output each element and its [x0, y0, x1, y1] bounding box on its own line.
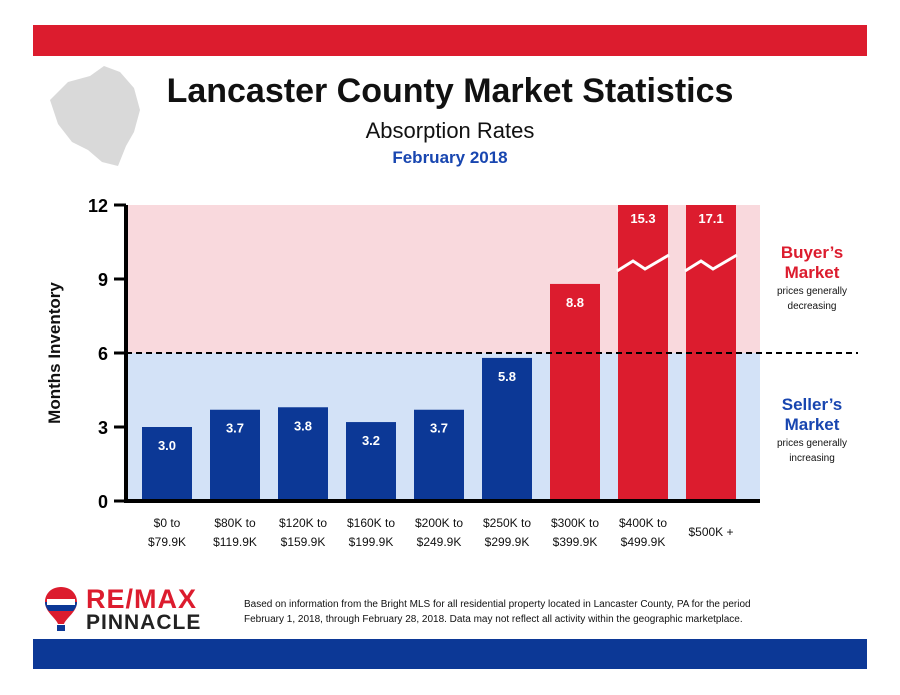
- bar-value-label: 3.7: [226, 421, 244, 436]
- y-tick-label: 3: [98, 418, 108, 438]
- x-tick-label: $499.9K: [621, 535, 666, 549]
- sellers-market-zone-label: Seller’s Market prices generally increas…: [762, 395, 862, 465]
- bar-value-label: 3.7: [430, 421, 448, 436]
- bar-value-label: 8.8: [566, 295, 584, 310]
- y-tick-label: 12: [88, 196, 108, 216]
- footnote-line-1: Based on information from the Bright MLS…: [244, 599, 751, 610]
- x-tick-label: $200K to: [415, 516, 463, 530]
- x-tick-label: $400K to: [619, 516, 667, 530]
- y-tick-label: 0: [98, 492, 108, 512]
- x-tick-label: $199.9K: [349, 535, 394, 549]
- data-source-footnote: Based on information from the Bright MLS…: [244, 597, 854, 627]
- x-tick-label: $500K +: [688, 525, 733, 539]
- y-tick-label: 9: [98, 270, 108, 290]
- x-tick-label: $159.9K: [281, 535, 326, 549]
- bar-value-label: 17.1: [698, 211, 723, 226]
- x-tick-label: $250K to: [483, 516, 531, 530]
- y-tick-label: 6: [98, 344, 108, 364]
- logo-re-text: RE/: [86, 584, 135, 614]
- bar: [482, 357, 532, 501]
- absorption-rate-chart: 0 3 6 9 12 3.0 $0 to $79.9K 3.7 $80K to $119.9K 3.8…: [88, 196, 858, 549]
- logo-max-text: MAX: [134, 584, 198, 614]
- logo-pinnacle-text: PINNACLE: [86, 611, 202, 634]
- top-accent-bar: [33, 25, 867, 56]
- bar: [346, 422, 396, 501]
- x-tick-label: $160K to: [347, 516, 395, 530]
- footnote-line-2: February 1, 2018, through February 28, 2…: [244, 614, 743, 625]
- bar-value-label: 3.0: [158, 438, 176, 453]
- x-tick-label: $249.9K: [417, 535, 462, 549]
- bottom-accent-bar: [33, 639, 867, 669]
- x-tick-label: $79.9K: [148, 535, 186, 549]
- sellers-market-note-line2: increasing: [789, 453, 835, 464]
- bar-value-label: 3.2: [362, 433, 380, 448]
- buyers-market-zone-label: Buyer’s Market prices generally decreasi…: [762, 243, 862, 313]
- bar: [210, 409, 260, 501]
- x-tick-label: $119.9K: [213, 535, 257, 549]
- buyers-market-note-line2: decreasing: [787, 301, 837, 312]
- hot-air-balloon-icon: [45, 587, 77, 631]
- x-tick-label: $120K to: [279, 516, 327, 530]
- page-subtitle: Absorption Rates: [365, 118, 535, 143]
- buyers-market-note-line1: prices generally: [776, 286, 848, 297]
- page-title: Lancaster County Market Statistics: [166, 72, 734, 110]
- bar-value-label: 5.8: [498, 369, 516, 384]
- x-tick-label: $399.9K: [553, 535, 598, 549]
- bar: [550, 283, 600, 501]
- bar: [278, 407, 328, 501]
- x-tick-label: $80K to: [214, 516, 256, 530]
- x-tick-label: $299.9K: [485, 535, 530, 549]
- x-tick-label: $300K to: [551, 516, 599, 530]
- buyers-market-title-line1: Buyer’s: [780, 243, 844, 262]
- buyers-market-title-line2: Market: [784, 263, 840, 282]
- y-axis-label: Months Inventory: [45, 282, 64, 424]
- sellers-market-title-line1: Seller’s: [781, 395, 843, 414]
- remax-pinnacle-logo: RE/MAX PINNACLE: [44, 584, 214, 634]
- report-date: February 2018: [392, 148, 508, 167]
- bar: [142, 427, 192, 501]
- axis-break-mark: [684, 253, 738, 273]
- x-tick-label: $0 to: [154, 516, 181, 530]
- axis-break-mark: [616, 253, 670, 273]
- county-map-icon: [50, 66, 140, 166]
- bar-value-label: 15.3: [630, 211, 655, 226]
- bar-value-label: 3.8: [294, 418, 312, 433]
- bar: [414, 409, 464, 501]
- sellers-market-title-line2: Market: [784, 415, 840, 434]
- sellers-market-note-line1: prices generally: [776, 438, 848, 449]
